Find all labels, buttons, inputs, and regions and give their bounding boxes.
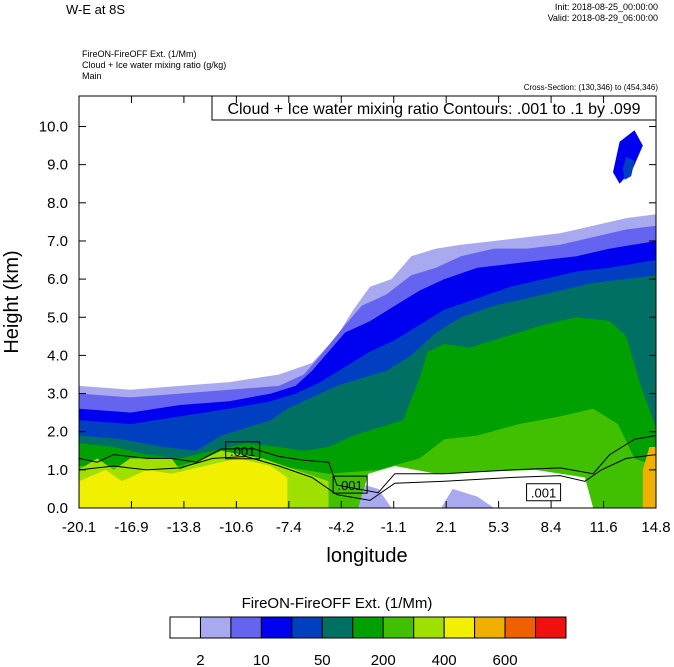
x-tick-label: -10.6 [219, 519, 253, 536]
filled-contours [79, 96, 656, 508]
y-tick-label: 0.0 [47, 500, 68, 517]
colorbar-label: 200 [371, 652, 396, 667]
y-tick-label: 5.0 [47, 309, 68, 326]
x-axis-label: longitude [326, 545, 407, 567]
contour-line-0 [79, 435, 656, 494]
field-region-12 [441, 488, 494, 508]
x-tick-label: -4.2 [328, 519, 354, 536]
y-tick-label: 6.0 [47, 271, 68, 288]
x-tick-label: 2.1 [436, 519, 457, 536]
valid-time: Valid: 2018-08-29_06:00:00 [547, 13, 658, 23]
chart-title: Cloud + Ice water mixing ratio Contours:… [227, 101, 640, 118]
contour-label-0: .001 [225, 441, 261, 460]
x-tick-label: -13.8 [167, 519, 201, 536]
field-region-9 [642, 447, 656, 508]
x-tick-label: 8.4 [541, 519, 562, 536]
y-tick-label: 4.0 [47, 347, 68, 364]
x-tick-label: -20.1 [62, 519, 96, 536]
contour-label-text: .001 [531, 486, 556, 501]
field-title: FireON-FireOFF Ext. (1/Mm) [82, 49, 197, 59]
contour-label-box [225, 441, 261, 460]
chart-title-box [211, 95, 657, 121]
colorbar-box-4 [291, 616, 323, 639]
colorbar-box-7 [382, 616, 415, 639]
x-tick-label: -1.1 [381, 519, 407, 536]
colorbar-box-5 [321, 616, 354, 639]
y-axis-ticks: 0.0 1.0 2.0 3.0 4.0 5.0 6.0 7.0 8.0 9.0 10.0 [39, 119, 656, 517]
y-tick-label: 1.0 [47, 462, 68, 479]
colorbar-box-10 [474, 616, 506, 639]
contour-lines [79, 435, 656, 501]
x-tick-label: -16.9 [114, 519, 148, 536]
colorbar-box-6 [352, 616, 384, 639]
colorbar [169, 616, 567, 639]
x-tick-label: 5.3 [488, 519, 509, 536]
colorbar-label: 2 [196, 652, 204, 667]
contour-label-text: .001 [230, 444, 255, 459]
colorbar-label: 10 [253, 652, 270, 667]
colorbar-box-2 [230, 616, 262, 639]
field-region-8 [79, 458, 288, 508]
contour-label-box [526, 483, 562, 502]
contour-label-box [332, 475, 368, 494]
colorbar-label: 400 [432, 652, 457, 667]
colorbar-box-12 [535, 616, 567, 639]
x-tick-label: -7.4 [276, 519, 302, 536]
contour-label-text: .001 [337, 478, 362, 493]
field-region-14 [622, 157, 635, 180]
contour-label-2: .001 [526, 483, 562, 502]
contour-field-title: Cloud + Ice water mixing ratio (g/kg) [82, 60, 227, 70]
x-axis-ticks: -20.1 -16.9 -13.8 -10.6 -7.4 -4.2 -1.1 2.1 5.3 8.… [62, 96, 671, 536]
y-tick-label: 9.0 [47, 157, 68, 174]
colorbar-label: 50 [314, 652, 331, 667]
y-tick-label: 2.0 [47, 424, 68, 441]
colorbar-box-11 [504, 616, 537, 639]
x-tick-label: 14.8 [641, 519, 670, 536]
colorbar-box-9 [443, 616, 476, 639]
colorbar-labels: 2 10 50 200 400 600 [196, 652, 517, 667]
y-tick-label: 3.0 [47, 386, 68, 403]
contour-line-1 [79, 454, 656, 501]
y-tick-label: 10.0 [39, 119, 68, 136]
field-region-13 [613, 130, 643, 184]
colorbar-box-1 [199, 616, 232, 639]
colorbar-box-8 [413, 616, 445, 639]
y-axis-label: Height (km) [1, 250, 23, 353]
colorbar-title: FireON-FireOFF Ext. (1/Mm) [241, 595, 433, 612]
domain-label: Main [82, 71, 102, 81]
contour-labels: .001 .001 .001 [225, 441, 562, 502]
y-tick-label: 7.0 [47, 233, 68, 250]
page-title: W-E at 8S [66, 2, 126, 17]
colorbar-label: 600 [493, 652, 518, 667]
x-tick-label: 11.6 [589, 519, 617, 536]
y-tick-label: 8.0 [47, 195, 68, 212]
init-time: Init: 2018-08-25_00:00:00 [554, 2, 658, 12]
colorbar-box-0 [169, 616, 201, 639]
colorbar-box-3 [260, 616, 293, 639]
contour-label-1: .001 [332, 475, 368, 494]
cross-section-label: Cross-Section: (130,346) to (454,346) [523, 83, 658, 92]
